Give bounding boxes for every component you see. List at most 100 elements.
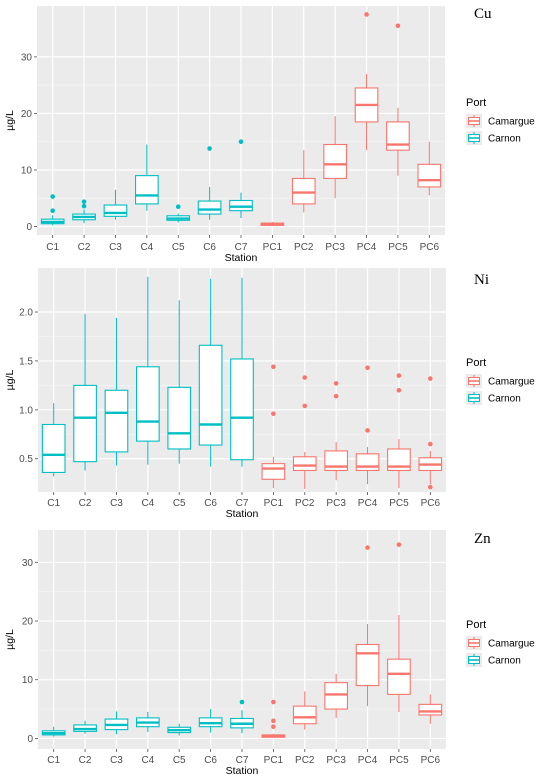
box-iqr — [324, 682, 349, 710]
box-camargue-pc2 — [292, 691, 317, 730]
y-tick-label: 1.0 — [19, 405, 33, 416]
x-axis-title: Station — [226, 765, 259, 777]
box-iqr — [73, 384, 97, 463]
box-carnon-c1 — [41, 726, 66, 737]
ni-boxplot-panel: 0.5 1.0 1.5 2.0 C1 C2 C3 C4 C5 C6 C7 PC1 PC2 PC3 PC4 PC… — [4, 268, 535, 520]
box-iqr — [197, 200, 222, 215]
box-carnon-c5 — [167, 300, 192, 464]
outlier-point — [271, 411, 276, 417]
x-tick-label: C6 — [204, 498, 217, 509]
outlier-point — [302, 375, 308, 380]
legend-entry-carnon: Carnon — [488, 394, 521, 405]
box-iqr — [261, 463, 286, 480]
x-tick-label: PC4 — [358, 755, 378, 766]
box-iqr — [323, 143, 348, 180]
y-tick-label: 30 — [21, 52, 33, 63]
box-carnon-c1 — [41, 402, 66, 477]
x-tick-label: PC5 — [389, 498, 409, 509]
box-iqr — [198, 344, 223, 446]
box-carnon-c2 — [72, 199, 96, 224]
box-carnon-c4 — [135, 276, 160, 465]
x-tick-label: C2 — [79, 498, 92, 509]
box-carnon-c3 — [103, 189, 128, 220]
box-camargue-pc3 — [323, 116, 348, 199]
x-tick-label: C3 — [109, 242, 122, 253]
legend-title: Port — [466, 357, 486, 369]
x-tick-label: C5 — [173, 498, 186, 509]
outlier-point — [271, 718, 276, 724]
box-iqr — [292, 456, 317, 472]
outlier-point — [395, 23, 401, 29]
y-tick-label: 1.5 — [19, 356, 33, 367]
y-tick-label: 20 — [21, 109, 33, 120]
x-tick-label: C1 — [47, 755, 60, 766]
box-carnon-c5 — [167, 723, 192, 736]
x-tick-label: C4 — [141, 755, 154, 766]
legend-entry-camargue: Camargue — [488, 639, 535, 650]
outlier-point — [333, 381, 339, 386]
box-iqr — [230, 358, 254, 461]
outlier-point — [302, 403, 308, 409]
x-tick-label: C7 — [235, 242, 248, 253]
y-tick-label: 10 — [21, 165, 33, 176]
box-camargue-pc4 — [355, 365, 380, 485]
x-tick-label: C4 — [141, 498, 154, 509]
box-camargue-pc6 — [417, 141, 442, 196]
box-camargue-pc6 — [418, 694, 443, 724]
box-camargue-pc1 — [261, 699, 286, 738]
outlier-point — [271, 364, 276, 370]
x-tick-label: C1 — [47, 498, 60, 509]
y-axis-title: µg/L — [4, 110, 16, 131]
x-tick-label: C1 — [46, 242, 59, 253]
outlier-point — [50, 194, 55, 199]
x-axis-title: Station — [226, 508, 259, 520]
outlier-point — [207, 146, 212, 151]
y-tick-label: 0.5 — [19, 454, 33, 465]
x-tick-label: PC2 — [295, 755, 315, 766]
box-iqr — [355, 643, 380, 687]
box-carnon-c5 — [166, 204, 191, 223]
box-camargue-pc4 — [355, 545, 380, 707]
x-tick-label: PC3 — [325, 242, 345, 253]
outlier-point — [50, 208, 55, 213]
x-tick-label: PC1 — [264, 498, 284, 509]
metal-label: Cu — [474, 6, 492, 22]
y-tick-label: 0 — [26, 222, 32, 233]
outlier-point — [365, 428, 370, 433]
y-tick-label: 0 — [27, 734, 33, 745]
outlier-point — [81, 199, 87, 204]
outlier-point — [333, 393, 339, 399]
box-iqr — [103, 204, 128, 217]
x-tick-label: C3 — [110, 755, 123, 766]
x-tick-label: C6 — [203, 242, 216, 253]
outlier-point — [271, 699, 276, 705]
box-carnon-c3 — [104, 711, 129, 735]
legend-entry-carnon: Carnon — [488, 134, 521, 145]
box-iqr — [355, 453, 380, 472]
x-tick-label: PC5 — [389, 755, 409, 766]
x-tick-label: PC1 — [264, 755, 284, 766]
box-iqr — [167, 386, 192, 450]
box-carnon-c6 — [198, 709, 223, 733]
x-tick-label: PC1 — [263, 242, 283, 253]
x-tick-label: C2 — [79, 755, 92, 766]
box-camargue-pc1 — [261, 364, 286, 489]
x-tick-label: C2 — [78, 242, 91, 253]
outlier-point — [81, 203, 87, 209]
box-camargue-pc5 — [387, 373, 411, 489]
box-iqr — [135, 366, 160, 442]
box-carnon-c6 — [198, 278, 223, 467]
y-axis-title: µg/L — [4, 629, 16, 650]
outlier-point — [365, 365, 370, 371]
x-tick-label: PC6 — [420, 242, 440, 253]
box-carnon-c3 — [104, 317, 129, 466]
box-iqr — [134, 175, 159, 205]
x-axis-title: Station — [225, 252, 258, 262]
outlier-point — [364, 12, 369, 17]
box-carnon-c7 — [229, 139, 253, 219]
x-tick-label: C4 — [140, 242, 153, 253]
box-carnon-c1 — [40, 194, 65, 226]
box-camargue-pc6 — [418, 376, 443, 490]
x-tick-label: PC3 — [326, 498, 346, 509]
